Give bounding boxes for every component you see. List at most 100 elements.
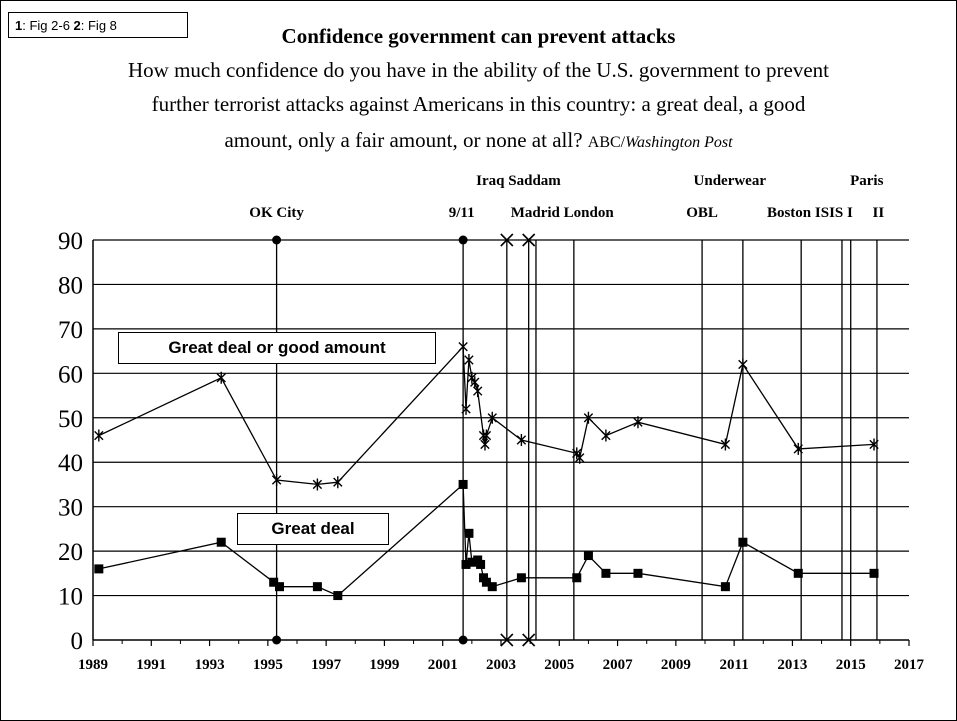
- point-great-deal-or-good-amount-22: [738, 358, 748, 371]
- x-tick-label-2009: 2009: [661, 657, 691, 673]
- point-great-deal-13: [481, 577, 491, 587]
- point-great-deal-or-good-amount-7: [464, 354, 474, 366]
- point-great-deal-22: [793, 568, 803, 578]
- figure-tag: 1: Fig 2-6 2: Fig 8: [8, 12, 188, 38]
- point-great-deal-or-good-amount-17: [574, 451, 585, 464]
- point-great-deal-0: [94, 564, 104, 574]
- event-label-madrid-london: Madrid London: [511, 205, 615, 221]
- series-line-great-deal-or-good-amount: [98, 345, 875, 486]
- point-great-deal-or-good-amount-1: [216, 371, 226, 384]
- event-lines: [272, 233, 878, 647]
- x-tick-label-1999: 1999: [369, 657, 399, 673]
- x-tick-label-2017: 2017: [894, 657, 925, 673]
- x-tick-label-1989: 1989: [78, 657, 108, 673]
- point-great-deal-5: [333, 591, 343, 601]
- point-great-deal-or-good-amount-5: [458, 340, 468, 353]
- chart-subtitle-line3: amount, only a fair amount, or none at a…: [0, 128, 957, 153]
- point-great-deal-18: [601, 568, 611, 578]
- point-great-deal-19: [633, 568, 643, 578]
- chart-title: Confidence government can prevent attack…: [281, 24, 676, 48]
- point-great-deal-or-good-amount-23: [793, 442, 803, 455]
- point-great-deal-or-good-amount-24: [869, 438, 879, 451]
- event-label-9-11: 9/11: [449, 205, 475, 221]
- event-marker-top-saddam: [522, 233, 536, 247]
- y-tick-label-50: 50: [58, 406, 83, 433]
- x-tick-label-2005: 2005: [544, 657, 574, 673]
- point-great-deal-2: [269, 577, 279, 587]
- fig-tag-part1-num: 1: [15, 18, 23, 33]
- x-tick-label-2011: 2011: [720, 657, 749, 673]
- x-tick-label-2001: 2001: [428, 657, 458, 673]
- source-abc: ABC/: [587, 134, 626, 151]
- point-great-deal-6: [458, 479, 468, 489]
- chart-subtitle-line2: further terrorist attacks against Americ…: [151, 92, 806, 116]
- point-great-deal-20: [720, 582, 730, 592]
- point-great-deal-15: [516, 573, 526, 583]
- point-great-deal-or-good-amount-13: [481, 429, 492, 442]
- y-tick-label-80: 80: [58, 272, 83, 299]
- fig-tag-part2-text: : Fig 8: [80, 18, 117, 33]
- event-label-obl: OBL: [686, 205, 718, 221]
- event-marker-top-iraq: [500, 233, 514, 247]
- point-great-deal-21: [738, 537, 748, 547]
- point-great-deal-or-good-amount-9: [470, 376, 480, 389]
- event-label-iraq-saddam: Iraq Saddam: [476, 173, 561, 189]
- point-great-deal-17: [583, 551, 593, 561]
- y-tick-label-60: 60: [58, 361, 83, 388]
- event-label-ii: II: [873, 205, 885, 221]
- source-washington-post: Washington Post: [625, 134, 733, 151]
- point-great-deal-or-good-amount-21: [720, 438, 731, 451]
- y-tick-label-90: 90: [58, 228, 83, 255]
- point-great-deal-8: [464, 528, 474, 538]
- point-great-deal-4: [312, 582, 322, 592]
- point-great-deal-11: [476, 559, 486, 569]
- legend-great-deal: Great deal: [237, 513, 389, 545]
- subtitle-question-end: amount, only a fair amount, or none at a…: [224, 128, 583, 152]
- event-label-boston-isis-i: Boston ISIS I: [767, 205, 853, 221]
- x-tick-label-1991: 1991: [136, 657, 166, 673]
- point-great-deal-23: [869, 568, 879, 578]
- fig-tag-part1-text: : Fig 2-6: [22, 18, 74, 33]
- point-great-deal-or-good-amount-6: [461, 402, 471, 415]
- point-great-deal-3: [275, 582, 285, 592]
- point-great-deal-or-good-amount-2: [271, 474, 282, 486]
- point-great-deal-or-good-amount-14: [487, 411, 497, 424]
- y-tick-label-20: 20: [58, 539, 83, 566]
- y-tick-label-40: 40: [58, 450, 83, 477]
- x-tick-label-2003: 2003: [486, 657, 516, 673]
- y-tick-label-0: 0: [71, 628, 84, 655]
- event-label-underwear: Underwear: [694, 173, 767, 189]
- point-great-deal-or-good-amount-0: [94, 429, 104, 442]
- point-great-deal-7: [461, 559, 471, 569]
- point-great-deal-or-good-amount-10: [472, 385, 483, 398]
- y-tick-label-10: 10: [58, 584, 83, 611]
- event-label-ok-city: OK City: [249, 205, 304, 221]
- fig-tag-part2-num: 2: [73, 18, 81, 33]
- point-great-deal-1: [216, 537, 226, 547]
- x-tick-label-1993: 1993: [195, 657, 225, 673]
- chart-subtitle-line1: How much confidence do you have in the a…: [128, 58, 829, 82]
- x-tick-label-2007: 2007: [603, 657, 634, 673]
- point-great-deal-9: [467, 557, 477, 567]
- point-great-deal-or-good-amount-18: [583, 411, 594, 424]
- axes: 0 10 20 30 40 50 60 70 80 90 1989 1991 1993 1995 1997 1…: [58, 228, 925, 673]
- x-tick-label-1995: 1995: [253, 657, 283, 673]
- point-great-deal-or-good-amount-12: [480, 438, 490, 451]
- point-great-deal-14: [487, 582, 497, 592]
- x-tick-label-2015: 2015: [836, 657, 866, 673]
- event-marker-top-ok-city: [272, 235, 282, 245]
- point-great-deal-or-good-amount-15: [516, 434, 527, 446]
- y-tick-label-30: 30: [58, 495, 83, 522]
- point-great-deal-or-good-amount-3: [312, 478, 323, 491]
- data-series: [94, 340, 879, 601]
- point-great-deal-or-good-amount-19: [601, 429, 611, 442]
- event-marker-top-9-11: [458, 235, 468, 245]
- x-tick-label-2013: 2013: [777, 657, 807, 673]
- legend-great-deal-or-good-amount: Great deal or good amount: [118, 332, 436, 364]
- point-great-deal-or-good-amount-20: [633, 416, 643, 429]
- series-line-great-deal: [98, 482, 874, 597]
- x-tick-label-1997: 1997: [311, 657, 342, 673]
- point-great-deal-16: [572, 573, 582, 583]
